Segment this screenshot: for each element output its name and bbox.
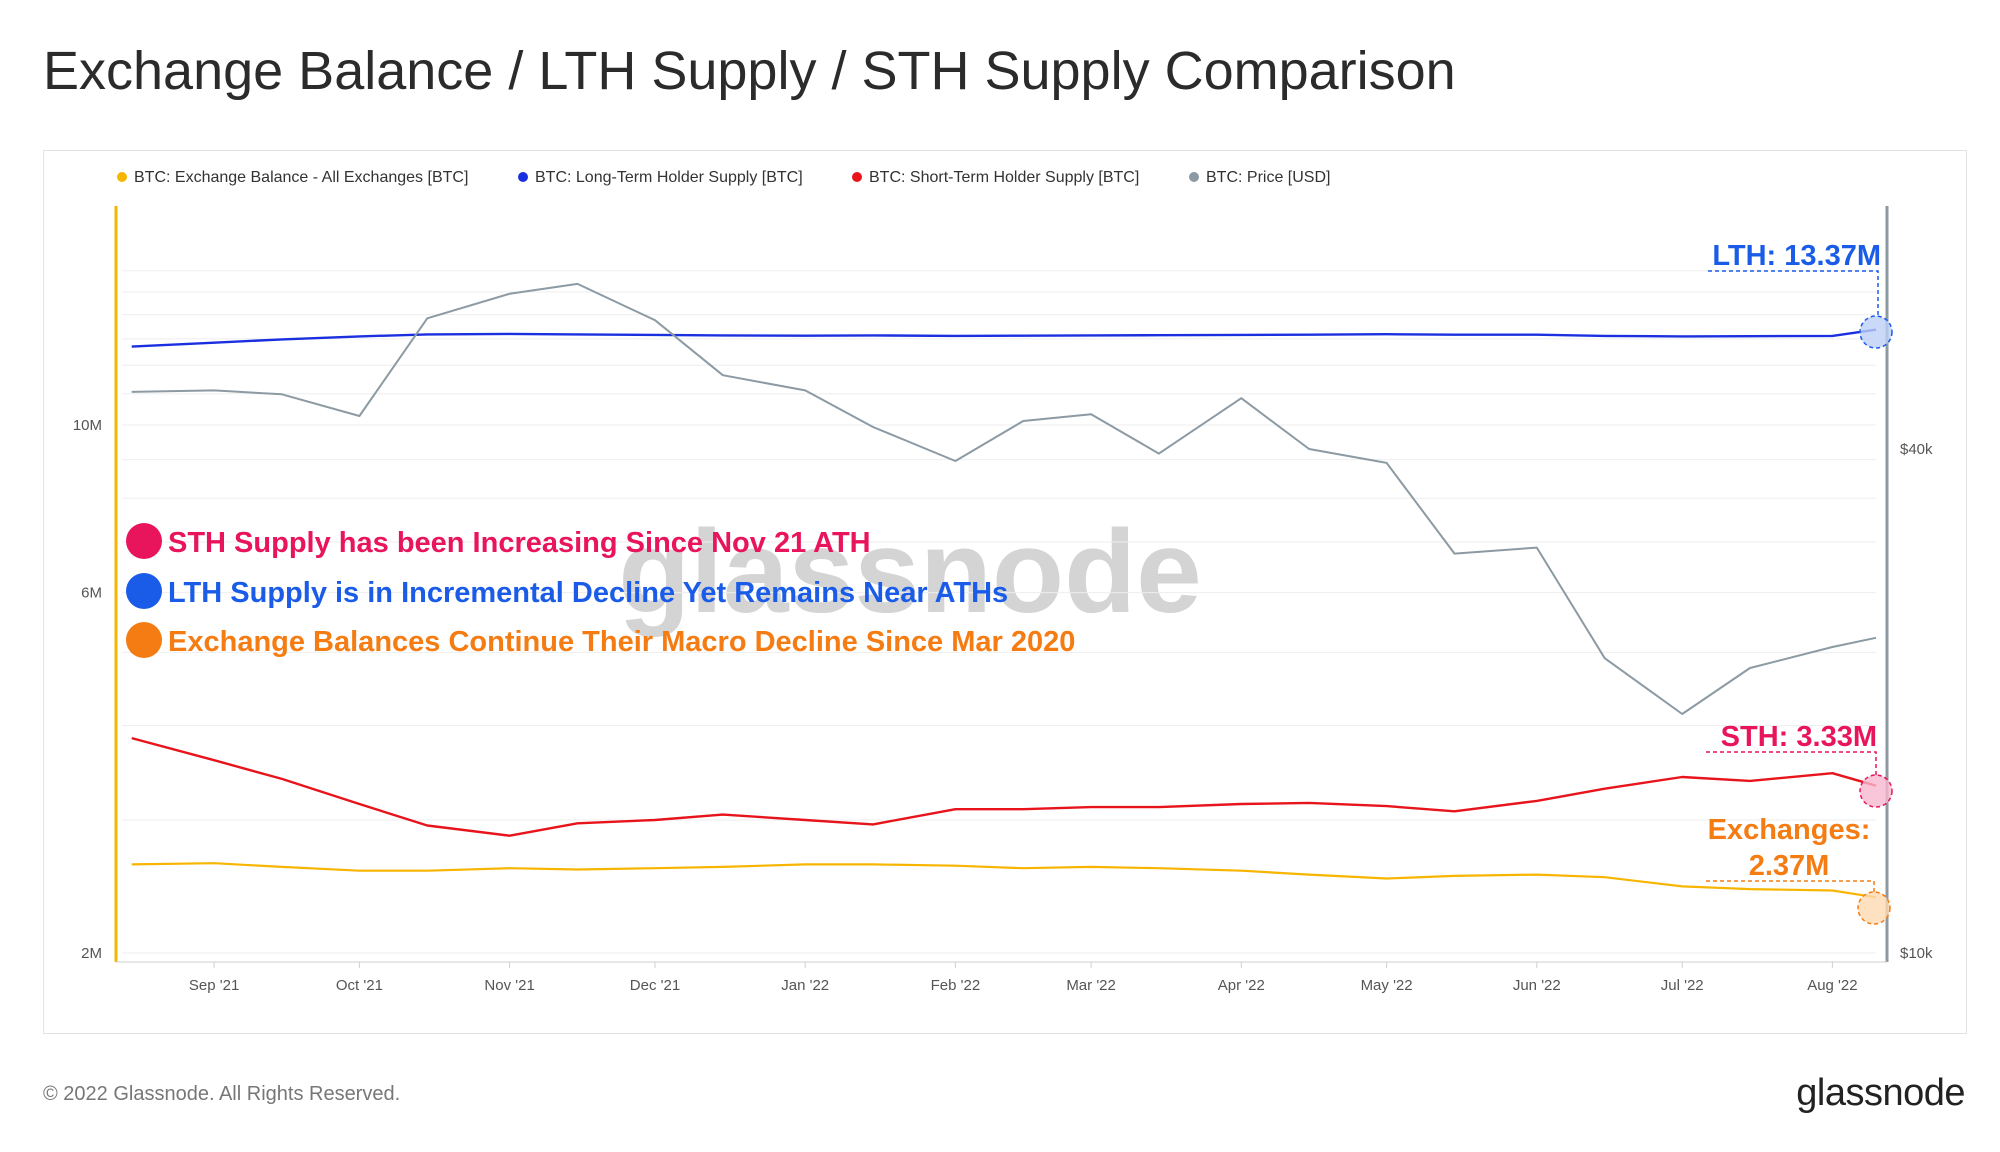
x-tick-label: Dec '21	[630, 977, 680, 994]
lth-value-label: LTH: 13.37M	[1712, 240, 1881, 272]
legend-sth-label[interactable]: BTC: Short-Term Holder Supply [BTC]	[869, 169, 1139, 186]
y-left-ticks: 2M 6M 10M	[73, 417, 102, 962]
x-tick-label: Oct '21	[336, 977, 383, 994]
series-layer	[131, 282, 1877, 899]
x-tick-label: Apr '22	[1218, 977, 1265, 994]
legend-price-dot	[1189, 172, 1199, 182]
y-left-tick-label: 2M	[81, 945, 102, 962]
y-left-tick-label: 6M	[81, 585, 102, 602]
annotation-lth-text: LTH Supply is in Incremental Decline Yet…	[168, 577, 1008, 609]
chart-legend[interactable]: BTC: Exchange Balance - All Exchanges [B…	[117, 169, 1330, 186]
series-exchange-balance-line	[131, 862, 1877, 899]
x-tick-label: Mar '22	[1066, 977, 1116, 994]
sth-callout-leader	[1706, 751, 1877, 775]
series-sth-supply-line	[131, 736, 1877, 837]
lth-callout-leader	[1708, 270, 1879, 318]
watermark-text: glassnode	[618, 506, 1202, 638]
sth-endpoint-marker	[1859, 774, 1893, 808]
annotations: STH Supply has been Increasing Since Nov…	[126, 523, 1075, 658]
annotation-lth-marker	[126, 573, 162, 609]
sth-value-label: STH: 3.33M	[1721, 721, 1877, 753]
footer-logo[interactable]: glassnode	[1796, 1072, 1965, 1114]
gridlines	[122, 270, 1876, 954]
x-tick-label: Nov '21	[484, 977, 534, 994]
y-right-tick-label: $40k	[1900, 441, 1933, 458]
annotation-exchange-marker	[126, 622, 162, 658]
series-lth-supply-line	[131, 328, 1877, 348]
lth-callout: LTH: 13.37M	[1708, 240, 1893, 349]
legend-exchange-label[interactable]: BTC: Exchange Balance - All Exchanges [B…	[134, 169, 468, 186]
x-tick-label: May '22	[1361, 977, 1413, 994]
legend-exchange-dot	[117, 172, 127, 182]
exchange-endpoint-marker	[1857, 891, 1891, 925]
exchange-value-label-line2: 2.37M	[1749, 850, 1830, 882]
x-tick-label: Sep '21	[189, 977, 239, 994]
x-tick-label: Jul '22	[1661, 977, 1704, 994]
x-tick-label: Feb '22	[931, 977, 981, 994]
footer-copyright: © 2022 Glassnode. All Rights Reserved.	[43, 1083, 401, 1105]
exchange-callout-leader	[1706, 880, 1875, 893]
chart-panel	[43, 150, 1967, 1034]
x-ticks: Sep '21 Oct '21 Nov '21 Dec '21 Jan '22 Feb '…	[189, 962, 1858, 994]
legend-price-label[interactable]: BTC: Price [USD]	[1206, 169, 1330, 186]
x-tick-label: Aug '22	[1807, 977, 1857, 994]
x-tick-label: Jun '22	[1513, 977, 1561, 994]
y-right-ticks: $10k $40k	[1900, 441, 1933, 962]
exchange-value-label-line1: Exchanges:	[1708, 814, 1871, 846]
annotation-exchange-text: Exchange Balances Continue Their Macro D…	[168, 626, 1075, 658]
annotation-sth-text: STH Supply has been Increasing Since Nov…	[168, 527, 871, 559]
page-title: Exchange Balance / LTH Supply / STH Supp…	[43, 41, 1456, 101]
legend-lth-label[interactable]: BTC: Long-Term Holder Supply [BTC]	[535, 169, 803, 186]
exchange-callout: Exchanges: 2.37M	[1706, 814, 1891, 925]
lth-endpoint-marker	[1859, 315, 1893, 349]
legend-sth-dot	[852, 172, 862, 182]
y-left-tick-label: 10M	[73, 417, 102, 434]
annotation-sth-marker	[126, 523, 162, 559]
sth-callout: STH: 3.33M	[1706, 721, 1893, 808]
y-right-tick-label: $10k	[1900, 945, 1933, 962]
x-tick-label: Jan '22	[781, 977, 829, 994]
legend-lth-dot	[518, 172, 528, 182]
